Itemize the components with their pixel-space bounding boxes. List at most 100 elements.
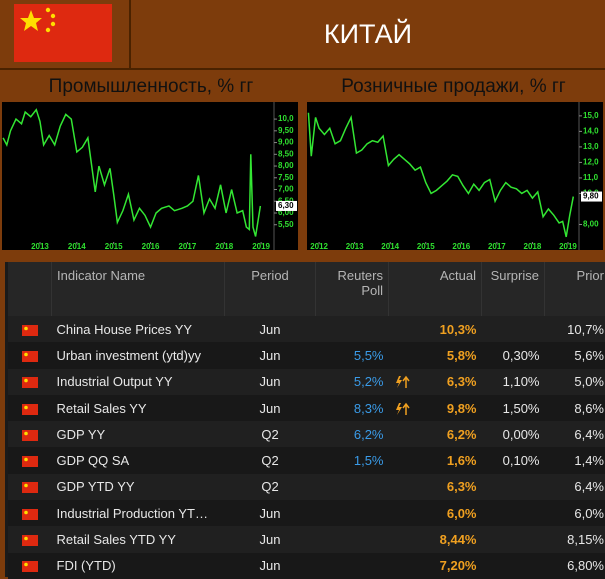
chart-title: Розничные продажи, % гг xyxy=(302,70,605,104)
flag-cell xyxy=(8,316,52,342)
table-cell xyxy=(316,526,389,552)
cell-text: Q2 xyxy=(261,479,278,494)
table-row: China House Prices YY Jun 10,3% 10,7% xyxy=(8,316,605,342)
table-cell xyxy=(316,474,389,500)
table-cell: 6,4% xyxy=(545,421,605,447)
table-cell: GDP YY xyxy=(52,421,225,447)
page-title: КИТАЙ xyxy=(131,0,605,68)
flag-bg xyxy=(22,509,38,520)
table-cell: 10,7% xyxy=(545,316,605,342)
row-flag xyxy=(22,351,38,362)
x-tick-label: 2017 xyxy=(178,242,196,250)
y-tick-label: 10,0 xyxy=(278,114,294,123)
flag-bg xyxy=(22,325,38,336)
table-cell: FDI (YTD) xyxy=(52,553,225,579)
cell-text: 5,8% xyxy=(447,348,477,363)
table-cell: 6,3% xyxy=(389,474,482,500)
header-cell: Prior xyxy=(545,262,605,316)
x-tick-label: 2016 xyxy=(142,242,160,250)
flag-bg xyxy=(22,351,38,362)
table-cell: 1,4% xyxy=(545,447,605,473)
y-tick-label: 11,0 xyxy=(583,173,599,182)
cell-text: 6,4% xyxy=(574,479,604,494)
table-cell: GDP QQ SA xyxy=(52,447,225,473)
table-cell: Industrial Output YY xyxy=(52,369,225,395)
table-cell xyxy=(482,474,545,500)
flag-star xyxy=(24,458,28,462)
table-cell xyxy=(482,316,545,342)
cell-text: Jun xyxy=(260,322,281,337)
cell-text: 7,20% xyxy=(440,558,477,573)
y-tick-label: 9,00 xyxy=(278,138,294,147)
table-cell: Urban investment (ytd)yy xyxy=(52,342,225,368)
cell-text: Jun xyxy=(260,348,281,363)
flag-cell xyxy=(8,526,52,552)
cell-text: 6,4% xyxy=(574,427,604,442)
flag-cell xyxy=(8,474,52,500)
table-cell: 0,00% xyxy=(482,421,545,447)
cell-text: Q2 xyxy=(261,427,278,442)
table-cell: 10,3% xyxy=(389,316,482,342)
flag-bg xyxy=(22,404,38,415)
table-cell: Jun xyxy=(225,342,316,368)
table-cell: 6,2% xyxy=(389,421,482,447)
current-label: 9,80 xyxy=(583,192,599,201)
cell-text: 1,4% xyxy=(574,453,604,468)
y-tick-label: 14,0 xyxy=(583,126,599,135)
cell-text: 6,3% xyxy=(447,479,477,494)
cell-text: Retail Sales YY xyxy=(57,401,147,416)
icon-bolt xyxy=(396,376,402,388)
y-tick-label: 12,0 xyxy=(583,158,599,167)
x-tick-label: 2014 xyxy=(68,242,86,250)
cell-text: 1,6% xyxy=(447,453,477,468)
y-tick-label: 8,00 xyxy=(583,220,599,229)
cell-text: Jun xyxy=(260,374,281,389)
cell-text: China House Prices YY xyxy=(57,322,193,337)
cell-text: 8,44% xyxy=(440,532,477,547)
x-tick-label: 2014 xyxy=(381,242,399,250)
x-tick-label: 2018 xyxy=(524,242,542,250)
table-cell: Jun xyxy=(225,526,316,552)
row-flag xyxy=(22,535,38,546)
row-flag xyxy=(22,325,38,336)
y-tick-label: 5,50 xyxy=(278,220,294,229)
cell-text: 10,7% xyxy=(567,322,604,337)
row-flag xyxy=(22,404,38,415)
cell-text: 0,00% xyxy=(503,427,540,442)
header-cell: Indicator Name xyxy=(52,262,225,316)
cell-text: Q2 xyxy=(261,453,278,468)
table-cell xyxy=(316,500,389,526)
cell-text: Jun xyxy=(260,506,281,521)
chart: 10,09,509,008,508,007,507,006,506,005,50… xyxy=(2,102,298,250)
cell-text: 5,5% xyxy=(354,348,384,363)
icon-arrow xyxy=(403,377,409,388)
table-cell: Q2 xyxy=(225,421,316,447)
icon-bolt xyxy=(396,403,402,415)
header-cell: Surprise xyxy=(482,262,545,316)
cell-text: 10,3% xyxy=(440,322,477,337)
table-cell: 1,50% xyxy=(482,395,545,421)
table-cell: Jun xyxy=(225,500,316,526)
x-tick-label: 2017 xyxy=(488,242,506,250)
table-cell: 9,8% xyxy=(389,395,482,421)
flag xyxy=(14,4,112,62)
table-cell: 5,2% xyxy=(316,369,389,395)
x-tick-label: 2016 xyxy=(452,242,470,250)
chart: 15,014,013,012,011,010,08,00201220132014… xyxy=(307,102,603,250)
cell-text: 6,0% xyxy=(447,506,477,521)
row-flag xyxy=(22,561,38,572)
y-tick-label: 15,0 xyxy=(583,111,599,120)
table-cell: 8,44% xyxy=(389,526,482,552)
table-cell: 1,5% xyxy=(316,447,389,473)
table-cell: 1,6% xyxy=(389,447,482,473)
cell-text: 6,80% xyxy=(567,558,604,573)
y-tick-label: 8,50 xyxy=(278,149,294,158)
flag-cell xyxy=(8,395,52,421)
alert-icon xyxy=(394,375,410,389)
